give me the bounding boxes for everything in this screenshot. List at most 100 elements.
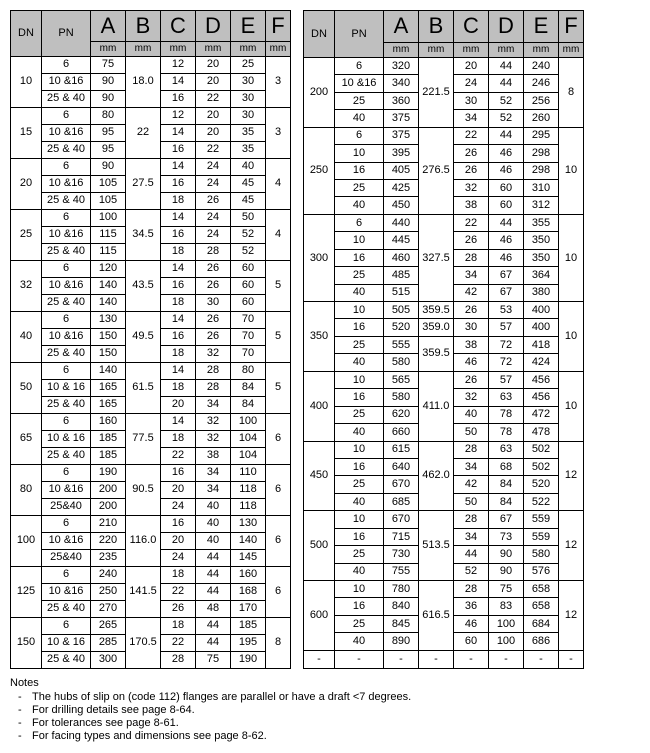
b-cell: 327.5: [419, 214, 454, 301]
pn-cell: 40: [335, 354, 384, 371]
a-cell: 140: [91, 277, 126, 294]
pn-cell: 25 & 40: [42, 651, 91, 668]
d-cell: 34: [196, 481, 231, 498]
table-row: 15680221220303: [11, 107, 291, 124]
pn-cell: 6: [42, 515, 91, 532]
d-cell: 100: [489, 633, 524, 650]
e-cell: 70: [231, 345, 266, 362]
d-cell: 26: [196, 260, 231, 277]
dn-cell: 250: [304, 127, 335, 214]
pn-cell: 25: [335, 476, 384, 493]
dn-cell: 40: [11, 311, 42, 362]
pn-cell: 40: [335, 563, 384, 580]
pn-cell: 6: [42, 260, 91, 277]
e-cell: 60: [231, 294, 266, 311]
b-cell: 34.5: [126, 209, 161, 260]
e-cell: 160: [231, 566, 266, 583]
a-cell: 100: [91, 209, 126, 226]
col-d: D: [489, 11, 524, 43]
c-cell: 16: [161, 515, 196, 532]
a-cell: 200: [91, 481, 126, 498]
a-cell: 250: [91, 583, 126, 600]
pn-cell: 40: [335, 197, 384, 214]
pn-cell: 25: [335, 267, 384, 284]
a-cell: 320: [384, 57, 419, 74]
c-cell: 44: [454, 546, 489, 563]
table-row: 80619090.516341106: [11, 464, 291, 481]
pn-cell: 6: [42, 209, 91, 226]
e-cell: 30: [231, 90, 266, 107]
e-cell: 30: [231, 107, 266, 124]
notes-section: Notes -The hubs of slip on (code 112) fl…: [10, 677, 640, 742]
a-cell: 220: [91, 532, 126, 549]
pn-cell: 10 &16: [42, 226, 91, 243]
e-cell: 522: [524, 493, 559, 510]
f-cell: 6: [266, 566, 291, 617]
a-cell: 90: [91, 90, 126, 107]
a-cell: 360: [384, 92, 419, 109]
d-cell: 46: [489, 249, 524, 266]
a-cell: 115: [91, 243, 126, 260]
c-cell: 18: [161, 243, 196, 260]
a-cell: 640: [384, 458, 419, 475]
b-cell: 359.5: [419, 336, 454, 371]
d-cell: 32: [196, 413, 231, 430]
a-cell: 190: [91, 464, 126, 481]
col-pn: PN: [335, 11, 384, 58]
b-cell: 43.5: [126, 260, 161, 311]
a-cell: 685: [384, 493, 419, 510]
c-cell: 24: [161, 498, 196, 515]
d-cell: 52: [489, 92, 524, 109]
d-cell: 44: [196, 583, 231, 600]
d-cell: 32: [196, 345, 231, 362]
f-cell: 12: [559, 441, 584, 511]
e-cell: 400: [524, 319, 559, 336]
e-cell: 684: [524, 615, 559, 632]
d-cell: 26: [196, 277, 231, 294]
e-cell: 45: [231, 192, 266, 209]
pn-cell: 25 & 40: [42, 345, 91, 362]
a-cell: 130: [91, 311, 126, 328]
c-cell: 24: [161, 549, 196, 566]
e-cell: 195: [231, 634, 266, 651]
e-cell: 658: [524, 598, 559, 615]
dn-cell: 10: [11, 56, 42, 107]
dn-cell: 20: [11, 158, 42, 209]
e-cell: 559: [524, 511, 559, 528]
pn-cell: 16: [335, 249, 384, 266]
a-cell: 405: [384, 162, 419, 179]
c-cell: 14: [161, 158, 196, 175]
c-cell: 28: [161, 651, 196, 668]
a-cell: 660: [384, 424, 419, 441]
e-cell: 502: [524, 441, 559, 458]
e-cell: 70: [231, 311, 266, 328]
e-cell: 456: [524, 389, 559, 406]
note-line: -For tolerances see page 8-61.: [10, 717, 640, 729]
pn-cell: 25: [335, 546, 384, 563]
a-cell: 90: [91, 158, 126, 175]
f-cell: 5: [266, 260, 291, 311]
pn-cell: 25: [335, 406, 384, 423]
e-cell: 145: [231, 549, 266, 566]
d-cell: 44: [196, 634, 231, 651]
d-cell: 73: [489, 528, 524, 545]
b-cell: 18.0: [126, 56, 161, 107]
c-cell: 34: [454, 267, 489, 284]
col-pn: PN: [42, 11, 91, 57]
d-cell: 40: [196, 498, 231, 515]
d-cell: 75: [489, 581, 524, 598]
table-row: 50614061.51428805: [11, 362, 291, 379]
a-cell: 670: [384, 511, 419, 528]
pn-cell: 25 & 40: [42, 243, 91, 260]
d-cell: 20: [196, 124, 231, 141]
a-cell: 375: [384, 127, 419, 144]
dn-cell: 500: [304, 511, 335, 581]
c-cell: 60: [454, 633, 489, 650]
note-line: -For facing types and dimensions see pag…: [10, 730, 640, 742]
c-cell: 26: [454, 302, 489, 319]
pn-cell: 6: [335, 57, 384, 74]
dn-cell: -: [304, 650, 335, 668]
a-cell: 120: [91, 260, 126, 277]
f-cell: 5: [266, 362, 291, 413]
f-cell: 6: [266, 413, 291, 464]
